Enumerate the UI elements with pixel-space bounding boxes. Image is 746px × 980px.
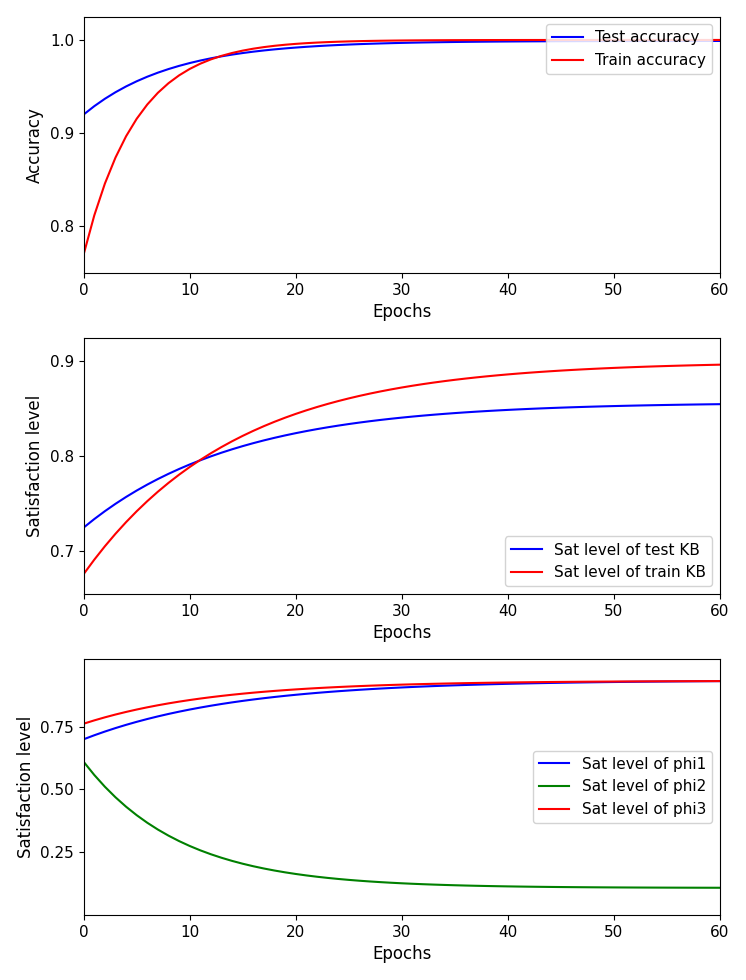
Sat level of test KB (630, 400, 639, 412)
X-axis label: Epochs: Epochs (372, 624, 431, 642)
Sat level of phi3 (207, 691, 216, 703)
Test accuracy (79, 109, 88, 121)
Sat level of train KB (228, 435, 236, 447)
Train accuracy (302, 37, 311, 49)
Sat level of test KB (715, 398, 724, 410)
Legend: Sat level of test KB, Sat level of train KB: Sat level of test KB, Sat level of train… (505, 536, 712, 586)
Test accuracy (228, 49, 236, 61)
Sat level of phi2 (630, 882, 639, 894)
Sat level of phi3 (630, 675, 639, 687)
Sat level of phi2 (715, 882, 724, 894)
Sat level of test KB (228, 443, 236, 455)
Sat level of train KB (419, 378, 427, 390)
Line: Train accuracy: Train accuracy (84, 40, 720, 254)
Sat level of phi1 (461, 679, 470, 691)
Y-axis label: Satisfaction level: Satisfaction level (26, 395, 44, 537)
Legend: Sat level of phi1, Sat level of phi2, Sat level of phi3: Sat level of phi1, Sat level of phi2, Sa… (533, 751, 712, 823)
Test accuracy (419, 36, 427, 48)
Train accuracy (228, 47, 236, 59)
Sat level of test KB (461, 407, 470, 418)
Line: Sat level of phi1: Sat level of phi1 (84, 681, 720, 739)
Sat level of phi1 (715, 675, 724, 687)
Train accuracy (207, 54, 216, 66)
Sat level of phi1 (630, 676, 639, 688)
Sat level of train KB (630, 362, 639, 373)
Y-axis label: Satisfaction level: Satisfaction level (16, 715, 34, 858)
Test accuracy (715, 35, 724, 47)
Sat level of phi2 (302, 869, 311, 881)
Sat level of phi1 (207, 700, 216, 711)
Sat level of phi2 (228, 855, 236, 866)
Sat level of phi3 (715, 675, 724, 687)
Sat level of phi3 (228, 689, 236, 701)
Sat level of phi1 (79, 733, 88, 745)
Test accuracy (630, 35, 639, 47)
Sat level of phi3 (461, 677, 470, 689)
Sat level of phi2 (461, 880, 470, 892)
Sat level of phi3 (419, 678, 427, 690)
Test accuracy (461, 36, 470, 48)
Sat level of train KB (461, 372, 470, 384)
Train accuracy (715, 34, 724, 46)
Sat level of phi2 (419, 878, 427, 890)
Sat level of train KB (715, 359, 724, 370)
Sat level of phi1 (228, 697, 236, 709)
Sat level of phi1 (419, 681, 427, 693)
Line: Sat level of phi2: Sat level of phi2 (84, 761, 720, 888)
Line: Sat level of test KB: Sat level of test KB (84, 404, 720, 527)
Sat level of train KB (302, 405, 311, 416)
Sat level of test KB (419, 410, 427, 421)
Sat level of phi3 (79, 717, 88, 729)
Sat level of test KB (79, 521, 88, 533)
Line: Test accuracy: Test accuracy (84, 41, 720, 115)
Sat level of test KB (302, 425, 311, 437)
Line: Sat level of phi3: Sat level of phi3 (84, 681, 720, 723)
Sat level of train KB (207, 447, 216, 459)
Train accuracy (630, 34, 639, 46)
Test accuracy (302, 41, 311, 53)
X-axis label: Epochs: Epochs (372, 946, 431, 963)
Line: Sat level of train KB: Sat level of train KB (84, 365, 720, 574)
Sat level of phi1 (302, 688, 311, 700)
Y-axis label: Accuracy: Accuracy (26, 107, 44, 182)
Legend: Test accuracy, Train accuracy: Test accuracy, Train accuracy (546, 24, 712, 74)
Train accuracy (419, 34, 427, 46)
Test accuracy (207, 53, 216, 65)
Sat level of phi2 (79, 756, 88, 767)
Sat level of train KB (79, 568, 88, 580)
Sat level of test KB (207, 451, 216, 463)
Train accuracy (79, 248, 88, 260)
Sat level of phi2 (207, 849, 216, 860)
X-axis label: Epochs: Epochs (372, 303, 431, 321)
Train accuracy (461, 34, 470, 46)
Sat level of phi3 (302, 683, 311, 695)
